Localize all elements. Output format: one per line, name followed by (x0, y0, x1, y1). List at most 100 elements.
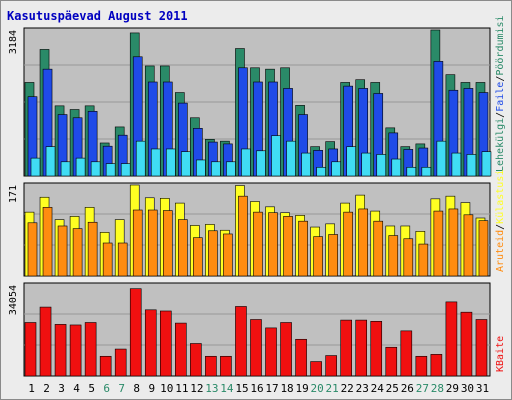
bar-top-3-day-17 (271, 135, 281, 177)
day-label-24: 24 (371, 382, 385, 395)
day-labels: 1 2 3 4 5 6 7 8 9 10 11 12 13 14 15 16 17 18 19 20 21 22 23 24 2… (28, 382, 489, 395)
bar-middle-2-day-4 (72, 228, 83, 277)
bar-bottom-1-day-29 (445, 301, 458, 377)
bar-bottom-1-day-17 (265, 327, 277, 377)
bar-bottom-1-day-23 (355, 319, 368, 377)
bar-bottom-1-day-19 (295, 338, 307, 377)
bar-top-3-day-10 (165, 148, 176, 177)
legend-item: Aruteid (495, 230, 506, 272)
bar-top-3-day-5 (90, 161, 101, 177)
bar-bottom-1-day-26 (400, 330, 413, 377)
day-label-16: 16 (250, 382, 263, 395)
bar-top-3-day-29 (451, 152, 462, 177)
bar-middle-2-day-22 (343, 211, 353, 277)
bar-middle-2-day-3 (57, 225, 68, 277)
bar-middle-2-day-15 (238, 195, 248, 277)
bar-top-3-day-2 (45, 146, 56, 177)
bar-bottom-1-day-27 (415, 355, 428, 377)
day-label-3: 3 (58, 382, 65, 395)
bar-bottom-1-day-14 (220, 355, 232, 377)
panel-middle-ymax-label: 171 (8, 185, 19, 203)
bar-middle-2-day-14 (223, 233, 233, 277)
bar-top-3-day-11 (181, 151, 191, 177)
chart-title: Kasutuspäevad August 2011 (7, 9, 188, 23)
legend-item: Pöördumisi (495, 15, 506, 75)
panel-middle: 171 Aruteid/Külastusi (8, 170, 506, 277)
day-label-30: 30 (461, 382, 474, 395)
bar-bottom-1-day-31 (475, 319, 488, 377)
legend-item: Külastusi (495, 170, 506, 224)
bar-bottom-1-day-2 (39, 306, 52, 377)
day-label-19: 19 (295, 382, 308, 395)
bar-bottom-1-day-30 (460, 311, 473, 377)
bar-top-3-day-3 (60, 161, 71, 177)
bar-middle-2-day-12 (193, 237, 203, 277)
bar-bottom-1-day-18 (280, 322, 292, 377)
day-label-1: 1 (28, 382, 35, 395)
bar-bottom-1-day-8 (129, 288, 142, 377)
bar-top-3-day-9 (150, 148, 161, 177)
day-label-10: 10 (160, 382, 173, 395)
bar-bottom-1-day-20 (310, 361, 322, 377)
bar-top-3-day-13 (211, 161, 221, 177)
bar-bottom-1-day-25 (385, 346, 398, 377)
day-label-6: 6 (103, 382, 110, 395)
day-label-23: 23 (356, 382, 369, 395)
bar-top-3-day-19 (301, 152, 311, 177)
legend-separator: / (495, 112, 506, 118)
day-label-21: 21 (326, 382, 339, 395)
bar-bottom-1-day-6 (99, 355, 112, 377)
day-label-11: 11 (175, 382, 188, 395)
bar-bottom-1-day-12 (190, 343, 202, 377)
bar-top-3-day-7 (120, 163, 131, 177)
day-label-8: 8 (133, 382, 140, 395)
bar-middle-2-day-21 (328, 234, 338, 277)
bar-bottom-1-day-28 (430, 354, 443, 377)
bar-middle-2-day-28 (433, 210, 444, 277)
bar-middle-2-day-29 (448, 208, 459, 277)
day-label-27: 27 (416, 382, 429, 395)
panel-bottom: 34054 KBaite (8, 282, 506, 377)
bar-top-3-day-22 (346, 146, 356, 177)
bar-middle-2-day-9 (147, 209, 158, 277)
day-label-29: 29 (446, 382, 459, 395)
day-label-5: 5 (88, 382, 95, 395)
bar-top-3-day-30 (466, 154, 477, 177)
day-label-15: 15 (235, 382, 248, 395)
day-label-31: 31 (476, 382, 489, 395)
day-label-14: 14 (220, 382, 234, 395)
bar-top-3-day-6 (105, 163, 116, 177)
bar-bottom-1-day-4 (69, 324, 82, 377)
bar-top-3-day-4 (75, 157, 86, 177)
bar-middle-2-day-17 (268, 212, 278, 277)
legend-separator: / (495, 224, 506, 230)
bar-middle-2-day-13 (208, 230, 218, 277)
day-label-4: 4 (73, 382, 80, 395)
bar-bottom-1-day-24 (370, 320, 383, 377)
bar-top-3-day-15 (241, 148, 251, 177)
day-label-22: 22 (341, 382, 354, 395)
legend-item: Faile (495, 82, 506, 112)
panel-bottom-legend: KBaite (495, 336, 506, 372)
bar-top-3-day-31 (481, 151, 492, 177)
panel-bottom-ymax-label: 34054 (8, 285, 19, 315)
bar-middle-2-day-20 (313, 236, 323, 277)
bar-middle-2-day-24 (373, 220, 384, 277)
day-label-20: 20 (311, 382, 324, 395)
bar-bottom-1-day-11 (175, 322, 187, 377)
bar-top-3-day-26 (406, 166, 417, 177)
bar-top-3-day-20 (316, 166, 326, 177)
bar-bottom-1-day-7 (114, 348, 127, 377)
bar-top-3-day-24 (376, 154, 387, 177)
bar-bottom-1-day-13 (205, 355, 217, 377)
day-label-9: 9 (148, 382, 155, 395)
bar-top-3-day-1 (30, 157, 41, 177)
day-label-12: 12 (190, 382, 203, 395)
day-label-26: 26 (401, 382, 414, 395)
day-label-2: 2 (43, 382, 50, 395)
panel-top-legend: Lehekülgi/Faile/Pöördumisi (495, 15, 506, 172)
bar-middle-2-day-8 (132, 209, 143, 277)
legend-separator: / (495, 76, 506, 82)
day-label-7: 7 (118, 382, 125, 395)
